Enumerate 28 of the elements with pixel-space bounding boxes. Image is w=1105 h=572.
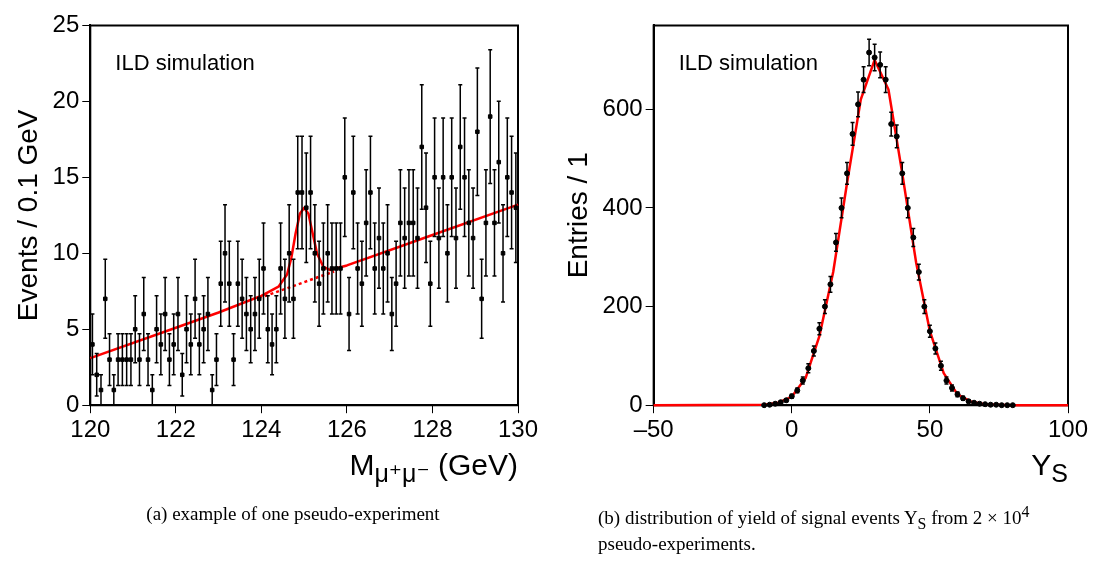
y-tick-label: 600 xyxy=(602,93,643,121)
y-tick-label: 20 xyxy=(52,85,80,113)
x-tick-label: –50 xyxy=(633,415,674,443)
y-tick-label: 5 xyxy=(65,313,80,341)
text: (a) example of one pseudo-experiment xyxy=(145,503,441,525)
y-axis-title: Entries / 1 xyxy=(561,152,593,279)
x-tick-label: 50 xyxy=(916,415,944,443)
y-tick-label: 15 xyxy=(52,161,80,189)
y-tick-label: 10 xyxy=(52,237,80,265)
y-tick-label: 25 xyxy=(52,10,80,38)
x-tick-label: 124 xyxy=(241,415,282,443)
x-axis-title: Y$_{S}$ xyxy=(1031,448,1068,488)
y-tick-label: 400 xyxy=(602,192,643,220)
text: (b) distribution of yield of signal events Y$_{S}$ from 2 × 10$^{4}$ pseudo-experiments. xyxy=(598,503,1030,555)
x-tick-label: 120 xyxy=(70,415,111,443)
x-tick-label: 122 xyxy=(155,415,196,443)
y-axis-title: Events / 0.1 GeV xyxy=(11,109,43,322)
x-axis-title: M$_{μ⁺μ⁻}$ (GeV) xyxy=(349,448,518,488)
y-tick-label: 0 xyxy=(65,389,80,417)
annotation: ILD simulation xyxy=(678,50,819,76)
y-tick-label: 0 xyxy=(629,389,643,417)
x-tick-label: 0 xyxy=(785,415,799,443)
x-tick-label: 128 xyxy=(412,415,453,443)
x-tick-label: 100 xyxy=(1047,415,1089,443)
annotation: ILD simulation xyxy=(115,50,255,76)
y-tick-label: 200 xyxy=(602,291,643,319)
x-tick-label: 126 xyxy=(326,415,367,443)
x-tick-label: 130 xyxy=(497,415,539,443)
